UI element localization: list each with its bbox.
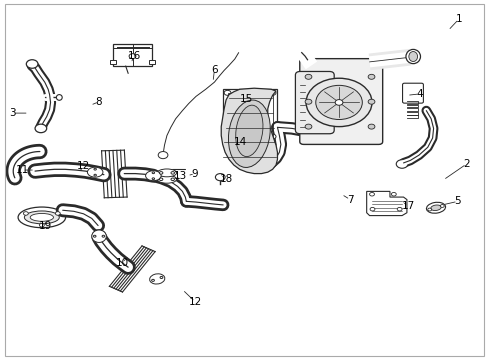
Polygon shape [366,192,406,216]
Text: 4: 4 [416,89,423,99]
Text: 10: 10 [116,257,129,267]
Text: 3: 3 [9,108,16,118]
Text: 11: 11 [16,165,29,175]
FancyBboxPatch shape [112,44,152,66]
Circle shape [224,134,230,139]
Circle shape [367,99,374,104]
Text: 7: 7 [346,194,353,204]
Circle shape [159,178,163,181]
Ellipse shape [408,51,417,62]
Circle shape [367,124,374,129]
Circle shape [440,204,443,207]
Circle shape [369,193,374,196]
Ellipse shape [149,274,164,284]
Circle shape [35,124,46,133]
Text: 5: 5 [453,196,460,206]
Circle shape [102,235,104,237]
Text: 18: 18 [219,174,232,184]
Ellipse shape [145,171,161,181]
Circle shape [305,99,311,104]
Circle shape [160,276,163,279]
Text: 2: 2 [462,159,469,169]
Circle shape [269,134,275,139]
Ellipse shape [30,213,53,221]
Text: 19: 19 [39,221,52,230]
Ellipse shape [87,167,102,177]
Circle shape [171,178,174,181]
Ellipse shape [157,175,176,183]
Circle shape [158,152,167,159]
Circle shape [269,90,275,95]
Circle shape [23,212,28,215]
Circle shape [151,279,154,282]
Polygon shape [221,88,277,174]
Ellipse shape [18,207,65,228]
FancyBboxPatch shape [149,60,155,64]
Circle shape [315,85,362,120]
Circle shape [305,124,311,129]
Circle shape [94,168,96,170]
Text: 13: 13 [174,171,187,181]
Circle shape [305,74,311,79]
Circle shape [395,160,407,168]
Circle shape [159,172,163,174]
Circle shape [427,208,431,211]
Circle shape [171,172,174,174]
Circle shape [224,90,230,95]
Circle shape [334,100,342,105]
Circle shape [369,207,374,211]
FancyBboxPatch shape [295,72,333,134]
Circle shape [152,178,154,180]
Text: 16: 16 [127,51,140,61]
Text: 1: 1 [454,14,461,24]
Circle shape [305,78,371,127]
FancyBboxPatch shape [109,60,115,64]
FancyBboxPatch shape [402,83,423,103]
Circle shape [26,60,38,68]
Text: 14: 14 [234,136,247,147]
Text: 9: 9 [191,168,198,179]
FancyBboxPatch shape [299,59,382,144]
Circle shape [215,174,224,181]
Ellipse shape [405,49,420,64]
Circle shape [40,224,44,227]
Text: 6: 6 [211,65,217,75]
Ellipse shape [235,105,263,157]
Text: 15: 15 [240,94,253,104]
Circle shape [396,207,401,211]
Ellipse shape [92,230,106,242]
Ellipse shape [426,202,445,213]
Circle shape [152,172,154,174]
Ellipse shape [157,169,176,177]
Text: 8: 8 [96,97,102,107]
Text: 12: 12 [77,162,90,171]
Ellipse shape [430,205,440,211]
Circle shape [94,174,96,176]
Circle shape [129,54,136,59]
Text: 12: 12 [188,297,201,307]
Circle shape [93,235,96,237]
Ellipse shape [228,100,270,167]
Circle shape [390,193,395,196]
Text: 17: 17 [401,201,414,211]
Ellipse shape [56,95,62,100]
Ellipse shape [24,211,59,224]
Polygon shape [222,89,277,140]
Circle shape [367,74,374,79]
Circle shape [55,212,60,215]
